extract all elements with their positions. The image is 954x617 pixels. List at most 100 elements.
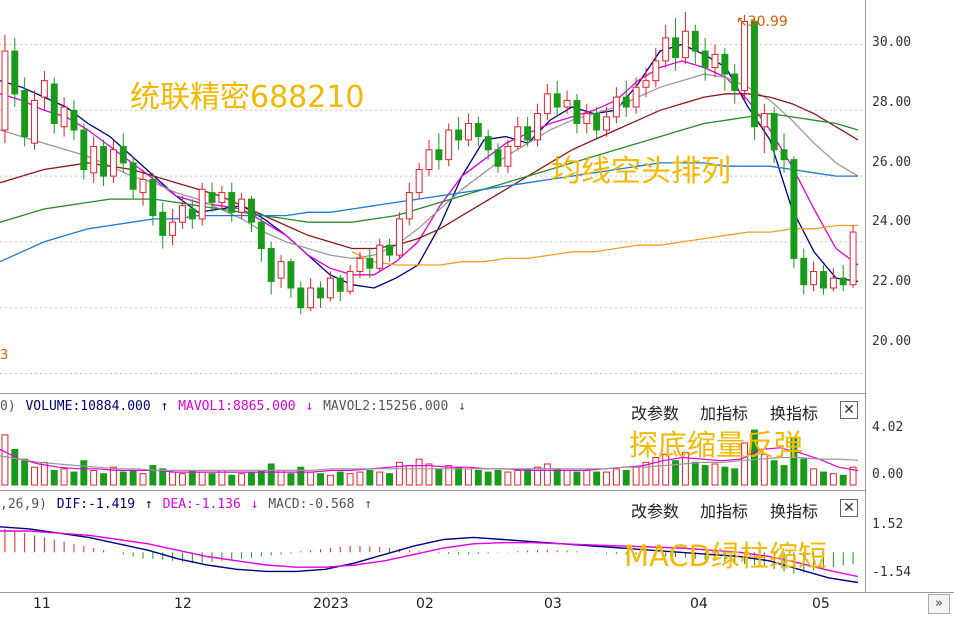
volume-bar [159, 468, 167, 486]
macd-indicator-row: ,26,9) DIF:-1.419 ↑ DEA:-1.136 ↓ MACD:-0… [0, 497, 374, 517]
volume-bar [681, 452, 689, 486]
price-tick-label: 30.00 [872, 35, 912, 50]
volume-bar [326, 474, 334, 486]
x-tick-label: 05 [812, 596, 830, 612]
candle-body [603, 116, 610, 131]
candle-body [425, 149, 433, 171]
volume-bar [11, 448, 19, 486]
volume-bar [70, 471, 78, 486]
candle-body [721, 53, 729, 75]
candle-body [11, 50, 19, 95]
close-icon[interactable]: ✕ [840, 499, 858, 517]
candle-body [770, 113, 778, 151]
volume-bar [583, 469, 591, 486]
add-indicator-button[interactable]: 加指标 [700, 404, 749, 423]
volume-bar [691, 461, 699, 486]
volume-bar [317, 473, 324, 486]
candle-body [435, 149, 443, 161]
volume-bar [366, 469, 374, 486]
candle-body [169, 221, 177, 236]
arrow-down-icon: ↓ [250, 497, 259, 512]
candle-body [178, 205, 186, 223]
volume-bar [603, 471, 610, 486]
x-tick-label: 04 [690, 596, 708, 612]
candle-body [741, 20, 749, 92]
volume-bar [652, 457, 660, 486]
switch-indicator-button[interactable]: 换指标 [770, 502, 819, 521]
candle-body [277, 261, 285, 279]
volume-bar [307, 471, 315, 486]
candle-body [524, 126, 532, 141]
candle-body [731, 73, 739, 92]
volume-bar [484, 471, 492, 486]
add-indicator-button[interactable]: 加指标 [700, 502, 749, 521]
modify-params-button[interactable]: 改参数 [631, 502, 680, 521]
volume-bar [100, 473, 108, 486]
volume-bar [662, 453, 670, 486]
mavol1-value: MAVOL1:8865.000 [178, 399, 296, 414]
candle-body [849, 231, 857, 286]
macd-value: MACD:-0.568 [268, 497, 355, 512]
volume-bar [553, 468, 561, 486]
macd-prefix: ,26,9) [0, 497, 47, 512]
volume_ma1-line [0, 447, 859, 473]
candle-body [119, 145, 127, 164]
macd-axis-label: 1.52 [872, 517, 904, 532]
dif-value: DIF:-1.419 [56, 497, 136, 512]
candle-body [553, 93, 561, 108]
candle-body [691, 30, 699, 52]
candle-body [514, 126, 522, 147]
volume-bar [514, 469, 522, 486]
x-tick-label: 11 [33, 596, 51, 612]
switch-indicator-button[interactable]: 换指标 [770, 404, 819, 423]
dea-value: DEA:-1.136 [162, 497, 241, 512]
volume-bar [297, 466, 305, 486]
arrow-down-icon: ↓ [305, 399, 314, 414]
volume-bar [60, 468, 68, 486]
volume-bar [494, 469, 502, 486]
left-edge-mark: 3 [0, 348, 9, 363]
macd-lines [0, 526, 859, 584]
volume-bar [109, 466, 117, 486]
candle-body [21, 90, 29, 138]
candle-body [188, 208, 196, 220]
candle-body [415, 169, 423, 194]
candle-body [593, 113, 601, 131]
volume-bar [711, 463, 719, 486]
candle-body [198, 188, 206, 220]
candle-body [622, 96, 630, 108]
candle-body [297, 287, 305, 309]
volume-bar [820, 471, 827, 486]
candle-body [563, 99, 571, 108]
volume-bar [622, 469, 630, 486]
volume-axis-label: 4.02 [872, 420, 904, 435]
price-tick-label: 28.00 [872, 95, 912, 110]
candle-body [317, 287, 324, 299]
candle-body [711, 53, 719, 69]
macd-note-overlay: MACD绿柱缩短 [624, 539, 827, 573]
close-icon[interactable]: ✕ [840, 401, 858, 419]
volume-bar [563, 469, 571, 486]
candle-body [395, 218, 403, 256]
volume-bar [139, 473, 147, 486]
candle-body [829, 277, 837, 289]
price-tick-label: 20.00 [872, 334, 912, 349]
candle-body [790, 159, 798, 259]
volume-bar [701, 465, 709, 486]
candle-body [652, 60, 660, 82]
volume-bar [504, 471, 512, 486]
x-tick-label: 2023 [313, 596, 349, 612]
candle-body [248, 198, 255, 223]
peak-price-label: ↖30.99 [736, 14, 788, 30]
volume_ma2-line [0, 455, 859, 471]
candle-body [800, 257, 808, 286]
price-tick-label: 22.00 [872, 274, 912, 289]
ma250-line [351, 224, 858, 266]
scroll-right-icon[interactable]: » [928, 594, 950, 614]
modify-params-button[interactable]: 改参数 [631, 404, 680, 423]
arrow-up-icon: ↑ [364, 497, 373, 512]
candle-body [386, 244, 394, 256]
candle-body [760, 113, 768, 128]
x-tick-label: 12 [174, 596, 192, 612]
